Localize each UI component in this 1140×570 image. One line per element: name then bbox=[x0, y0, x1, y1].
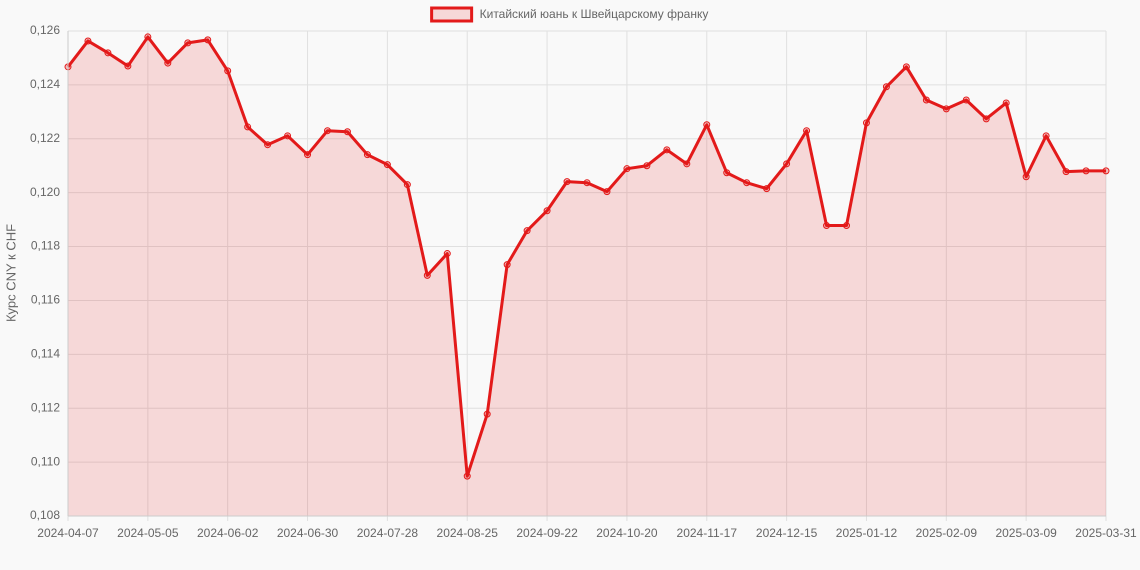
point bbox=[503, 261, 511, 269]
y-tick-label: 0,120 bbox=[30, 185, 60, 199]
point bbox=[723, 169, 731, 177]
point bbox=[922, 96, 930, 104]
point bbox=[1082, 167, 1090, 175]
point bbox=[563, 178, 571, 186]
x-tick-label: 2024-04-07 bbox=[37, 526, 99, 540]
x-tick-label: 2025-02-09 bbox=[916, 526, 978, 540]
point bbox=[403, 181, 411, 189]
point bbox=[463, 472, 471, 480]
x-tick-label: 2024-07-28 bbox=[357, 526, 419, 540]
y-tick-label: 0,110 bbox=[31, 454, 60, 468]
point bbox=[882, 83, 890, 91]
point bbox=[264, 141, 272, 149]
point bbox=[124, 62, 132, 70]
point bbox=[423, 271, 431, 279]
x-tick-label: 2025-01-12 bbox=[836, 526, 898, 540]
y-tick-label: 0,108 bbox=[30, 508, 60, 522]
x-tick-label: 2024-10-20 bbox=[596, 526, 658, 540]
x-tick-label: 2024-12-15 bbox=[756, 526, 818, 540]
y-axis-label: Курс CNY к CHF bbox=[3, 224, 18, 322]
x-tick-label: 2024-06-02 bbox=[197, 526, 259, 540]
y-tick-label: 0,114 bbox=[31, 347, 60, 361]
point bbox=[184, 39, 192, 47]
point bbox=[443, 250, 451, 258]
point bbox=[164, 59, 172, 67]
x-tick-label: 2024-06-30 bbox=[277, 526, 339, 540]
point bbox=[862, 119, 870, 127]
point bbox=[942, 105, 950, 113]
point bbox=[343, 128, 351, 136]
y-tick-label: 0,116 bbox=[31, 293, 60, 307]
point bbox=[523, 227, 531, 235]
point bbox=[1062, 168, 1070, 176]
point bbox=[623, 165, 631, 173]
y-tick-label: 0,112 bbox=[31, 400, 60, 414]
point bbox=[763, 185, 771, 193]
point bbox=[304, 151, 312, 159]
point bbox=[823, 222, 831, 230]
point bbox=[683, 160, 691, 168]
y-tick-label: 0,126 bbox=[30, 23, 60, 37]
point bbox=[104, 49, 112, 57]
line bbox=[66, 35, 1106, 478]
point bbox=[663, 146, 671, 154]
point bbox=[603, 188, 611, 196]
point bbox=[583, 179, 591, 187]
point bbox=[982, 115, 990, 123]
point bbox=[1022, 173, 1030, 181]
y-tick-label: 0,118 bbox=[31, 239, 60, 253]
point bbox=[204, 36, 212, 44]
point bbox=[383, 161, 391, 169]
point bbox=[743, 179, 751, 187]
point bbox=[703, 121, 711, 129]
point bbox=[783, 160, 791, 168]
point bbox=[1002, 99, 1010, 107]
point bbox=[962, 96, 970, 104]
legend-swatch bbox=[430, 6, 474, 23]
point bbox=[1102, 167, 1110, 175]
area bbox=[68, 36, 1106, 517]
point bbox=[284, 132, 292, 140]
point bbox=[643, 162, 651, 170]
point bbox=[843, 222, 850, 230]
x-tick-label: 2024-08-25 bbox=[437, 526, 499, 540]
y-tick-label: 0,124 bbox=[30, 77, 60, 91]
point bbox=[902, 63, 910, 71]
x-tick-label: 2024-11-17 bbox=[677, 526, 738, 540]
x-tick-label: 2024-09-22 bbox=[516, 526, 578, 540]
point bbox=[803, 127, 811, 135]
point bbox=[84, 37, 92, 45]
x-tick-label: 2024-05-05 bbox=[117, 526, 179, 540]
point bbox=[324, 127, 331, 135]
point bbox=[483, 410, 491, 418]
point bbox=[244, 123, 252, 131]
point bbox=[1042, 132, 1050, 140]
x-tick-label: 2025-03-09 bbox=[995, 526, 1057, 540]
y-tick-label: 0,122 bbox=[30, 131, 60, 145]
x-tick-label: 2025-03-31 bbox=[1075, 526, 1137, 540]
point bbox=[543, 207, 551, 215]
point bbox=[363, 151, 371, 159]
legend-label: Китайский юань к Швейцарскому франку bbox=[480, 7, 709, 21]
point bbox=[224, 67, 232, 75]
point bbox=[144, 33, 152, 41]
